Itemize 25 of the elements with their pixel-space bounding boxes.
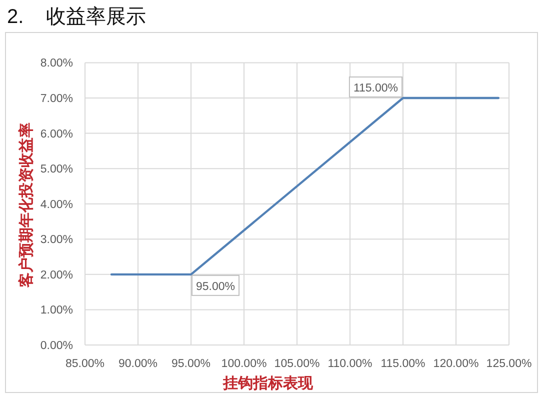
y-tick-label: 6.00%	[40, 128, 73, 140]
y-tick-label: 1.00%	[40, 304, 73, 317]
chart-title: 2. 收益率展示	[7, 6, 146, 28]
x-tick-label: 115.00%	[380, 358, 426, 370]
annotation: 115.00%	[348, 76, 402, 98]
x-tick-label: 90.00%	[118, 358, 158, 370]
y-tick-label: 2.00%	[40, 269, 73, 282]
y-tick-label: 8.00%	[40, 58, 73, 70]
y-tick-label: 4.00%	[40, 198, 73, 211]
y-tick-label: 7.00%	[40, 92, 73, 105]
y-axis-title: 客户预期年化投资收益率	[17, 122, 35, 288]
annotation: 95.00%	[192, 274, 240, 296]
y-tick-label: 3.00%	[40, 234, 73, 246]
x-tick-label: 120.00%	[433, 358, 479, 370]
x-tick-label: 95.00%	[171, 358, 211, 370]
x-tick-label: 125.00%	[486, 358, 532, 370]
x-tick-label: 110.00%	[328, 358, 372, 370]
y-tick-label: 5.00%	[40, 164, 73, 176]
x-axis-title: 挂钩指标表现	[222, 375, 314, 392]
x-tick-label: 85.00%	[65, 358, 105, 370]
x-tick-label: 100.00%	[221, 358, 267, 370]
x-tick-label: 105.00%	[274, 358, 320, 370]
annotation: 115.00%	[353, 82, 398, 94]
annotation: 95.00%	[196, 280, 236, 293]
y-tick-label: 0.00%	[40, 340, 73, 352]
